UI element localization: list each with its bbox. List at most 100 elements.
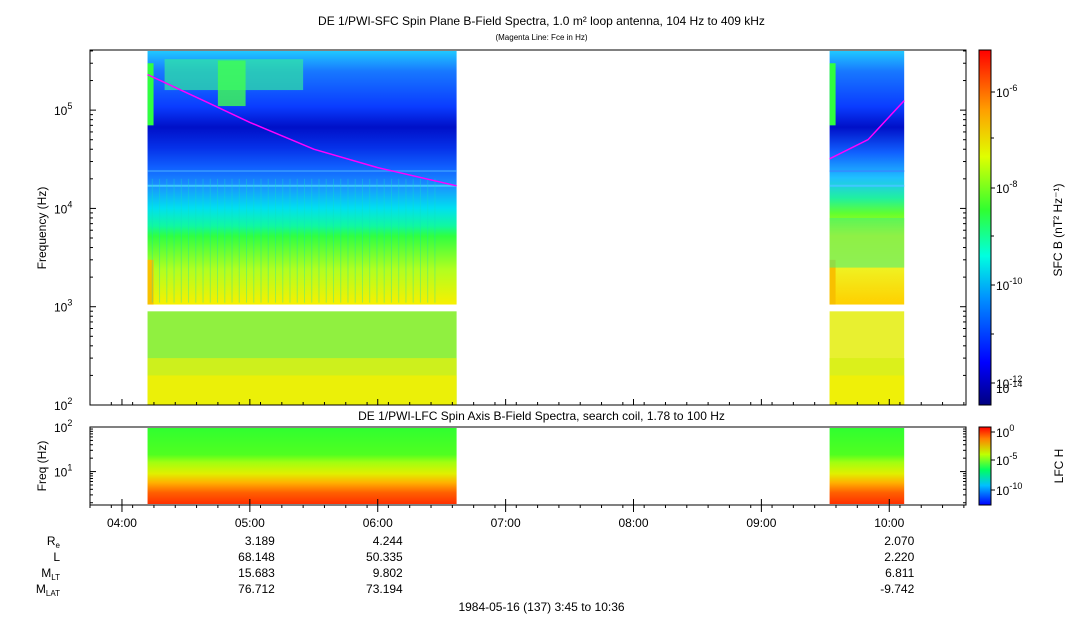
ephemeris-value: 50.335 (366, 550, 403, 564)
sfc-streak (202, 178, 204, 303)
ephemeris-value: 9.802 (373, 566, 403, 580)
sfc-streak (173, 178, 175, 303)
sfc-interference-line (147, 184, 457, 187)
y-tick-label: 104 (54, 199, 72, 216)
x-tick-label: 05:00 (235, 516, 265, 530)
lfc-colorbar (978, 426, 992, 506)
sfc-streak (376, 178, 378, 303)
sfc-streak (151, 178, 153, 303)
time-range-footer: 1984-05-16 (137) 3:45 to 10:36 (458, 600, 625, 614)
sfc-streak (325, 178, 327, 303)
sfc-streak (318, 178, 320, 303)
colorbar-tick-label: 10-12 (996, 374, 1022, 391)
sfc-streak (369, 178, 371, 303)
lfc-data-segment (829, 428, 905, 504)
x-tick-label: 09:00 (746, 516, 776, 530)
sfc-streak (303, 178, 305, 303)
colorbar-tick-label: 10-5 (996, 451, 1017, 468)
y-tick-label: 102 (54, 418, 72, 435)
sfc-streak (427, 178, 429, 303)
sfc-streak (209, 178, 211, 303)
y-tick-label: 105 (54, 101, 72, 118)
top-panel-title: DE 1/PWI-SFC Spin Plane B-Field Spectra,… (318, 14, 765, 28)
sfc-streak (188, 178, 190, 303)
sfc-interference-line (147, 170, 457, 173)
sfc-streak (340, 178, 342, 303)
sfc-streak (434, 178, 436, 303)
sfc-streak (231, 178, 233, 303)
colorbar-tick-label: 10-10 (996, 481, 1022, 498)
sfc-emission-burst (829, 217, 905, 268)
sfc-lower-band-bottom (147, 375, 457, 405)
sfc-streak (332, 178, 334, 303)
ephemeris-label: L (53, 550, 60, 564)
x-tick-label: 06:00 (363, 516, 393, 530)
ephemeris-value: 68.148 (238, 550, 275, 564)
x-tick-label: 10:00 (874, 516, 904, 530)
sfc-streak (159, 178, 161, 303)
sfc-streak (419, 178, 421, 303)
sfc-interference-line (829, 170, 905, 173)
bottom-colorbar-label: LFC H (1052, 448, 1066, 484)
sfc-streak (412, 178, 414, 303)
ephemeris-value: 6.811 (885, 566, 914, 580)
sfc-streak (238, 178, 240, 303)
sfc-streak (398, 178, 400, 303)
sfc-streak (180, 178, 182, 303)
top-colorbar-label: SFC B (nT² Hz⁻¹) (1051, 172, 1065, 288)
ephemeris-value: 76.712 (238, 582, 275, 596)
y-tick-label: 102 (54, 396, 72, 413)
sfc-streak (354, 178, 356, 303)
sfc-receiver-gap (90, 304, 966, 312)
sfc-streak (347, 178, 349, 303)
sfc-streak (260, 178, 262, 303)
sfc-interference-line (829, 184, 905, 187)
ephemeris-value: 73.194 (366, 582, 403, 596)
sfc-streak (246, 178, 248, 303)
colorbar-tick-label: 100 (996, 423, 1014, 440)
x-tick-label: 08:00 (618, 516, 648, 530)
sfc-streak (275, 178, 277, 303)
ephemeris-label: MLAT (36, 582, 60, 598)
x-tick-label: 04:00 (107, 516, 137, 530)
top-panel-subtitle: (Magenta Line: Fce in Hz) (495, 33, 588, 42)
sfc-edge-strip (147, 63, 154, 126)
top-colorbar-label-text: SFC B (nT² Hz⁻¹) (1051, 183, 1065, 277)
colorbar-tick-label: 10-14 (996, 379, 1022, 396)
sfc-streak (405, 178, 407, 303)
sfc-streak (311, 178, 313, 303)
sfc-streak (224, 178, 226, 303)
sfc-colorbar (978, 49, 992, 406)
ephemeris-value: 2.070 (884, 534, 914, 548)
colorbar-tick-label: 10-10 (996, 276, 1022, 293)
ephemeris-value: 15.683 (238, 566, 275, 580)
sfc-streak (217, 178, 219, 303)
sfc-edge-strip (147, 259, 154, 305)
lfc-data-segment (147, 428, 457, 504)
sfc-streak (267, 178, 269, 303)
top-y-axis-label: Frequency (Hz) (35, 186, 49, 270)
sfc-lower-band-bottom (829, 375, 905, 405)
sfc-streak (166, 178, 168, 303)
y-tick-label: 101 (54, 463, 72, 480)
x-tick-label: 07:00 (491, 516, 521, 530)
y-tick-label: 103 (54, 298, 72, 315)
bottom-panel-title: DE 1/PWI-LFC Spin Axis B-Field Spectra, … (358, 409, 725, 423)
colorbar-tick-label: 10-8 (996, 179, 1017, 196)
sfc-edge-strip (829, 259, 836, 305)
sfc-streak (195, 178, 197, 303)
ephemeris-label: MLT (41, 566, 60, 582)
sfc-upper-band-segment (147, 51, 457, 305)
ephemeris-value: 4.244 (373, 534, 403, 548)
sfc-streak (282, 178, 284, 303)
ephemeris-label: Re (47, 534, 61, 550)
sfc-panel-frame (89, 49, 967, 406)
sfc-edge-strip (829, 63, 836, 126)
ephemeris-value: 2.220 (884, 550, 914, 564)
sfc-emission-burst (217, 60, 246, 107)
ephemeris-value: 3.189 (245, 534, 275, 548)
sfc-streak (253, 178, 255, 303)
sfc-streak (289, 178, 291, 303)
sfc-streak (361, 178, 363, 303)
